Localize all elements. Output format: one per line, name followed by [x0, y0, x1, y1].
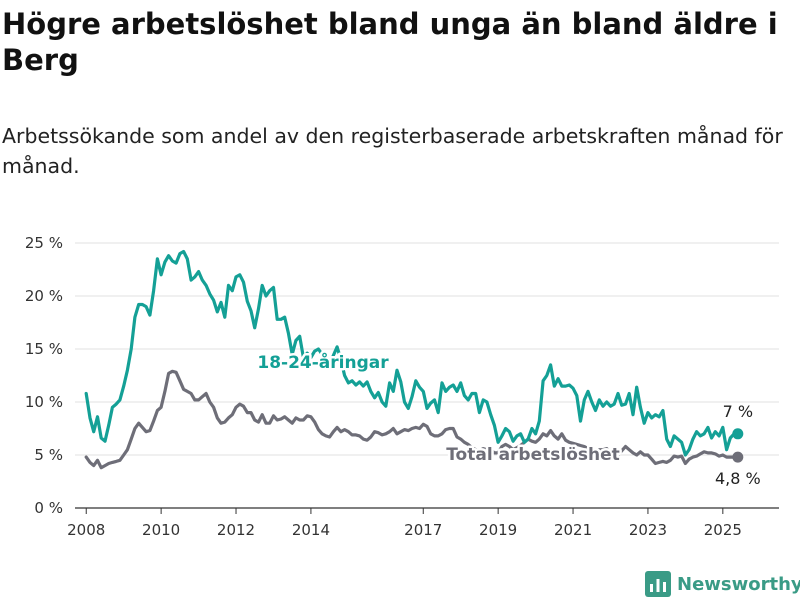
newsworthy-chart-icon	[645, 571, 671, 597]
x-tick-label: 2023	[629, 521, 667, 539]
end-point-youth	[732, 428, 744, 440]
x-tick-label: 2025	[704, 521, 742, 539]
y-tick-label: 25 %	[25, 234, 63, 252]
y-tick-label: 10 %	[25, 393, 63, 411]
series-line-total	[84, 369, 740, 470]
newsworthy-logo: Newsworthy	[645, 569, 800, 599]
x-tick-label: 2012	[217, 521, 255, 539]
x-tick-label: 2019	[479, 521, 517, 539]
end-value-label-total: 4,8 %	[715, 469, 761, 488]
end-value-label-youth: 7 %	[723, 402, 753, 421]
grid-lines	[75, 242, 779, 509]
y-axis-ticks: 0 % 5 % 10 % 15 % 20 % 25 %	[25, 234, 63, 517]
chart-title: Högre arbetslöshet bland unga än bland ä…	[2, 7, 778, 77]
y-tick-label: 5 %	[34, 446, 63, 464]
x-tick-label: 2008	[67, 521, 105, 539]
y-tick-label: 20 %	[25, 287, 63, 305]
x-tick-label: 2010	[142, 521, 180, 539]
x-tick-label: 2017	[404, 521, 442, 539]
y-tick-label: 0 %	[34, 499, 63, 517]
x-tick-label: 2021	[554, 521, 592, 539]
chart-subtitle: Arbetssökande som andel av den registerb…	[2, 124, 783, 178]
series-labels: 18-24-åringar Total arbetslöshet 7 % 4,8 %	[255, 349, 761, 489]
series-line-youth	[84, 249, 740, 457]
series-label-youth: 18-24-åringar	[257, 351, 389, 373]
logo-text: Newsworthy	[677, 573, 800, 595]
x-tick-label: 2014	[292, 521, 330, 539]
y-tick-label: 15 %	[25, 340, 63, 358]
series-label-total: Total arbetslöshet	[446, 445, 620, 465]
series-lines	[84, 249, 744, 470]
end-point-total	[732, 451, 744, 463]
x-axis-ticks: 2008 2010 2012 2014 2017 2019 2021 2023 2025	[67, 508, 742, 539]
